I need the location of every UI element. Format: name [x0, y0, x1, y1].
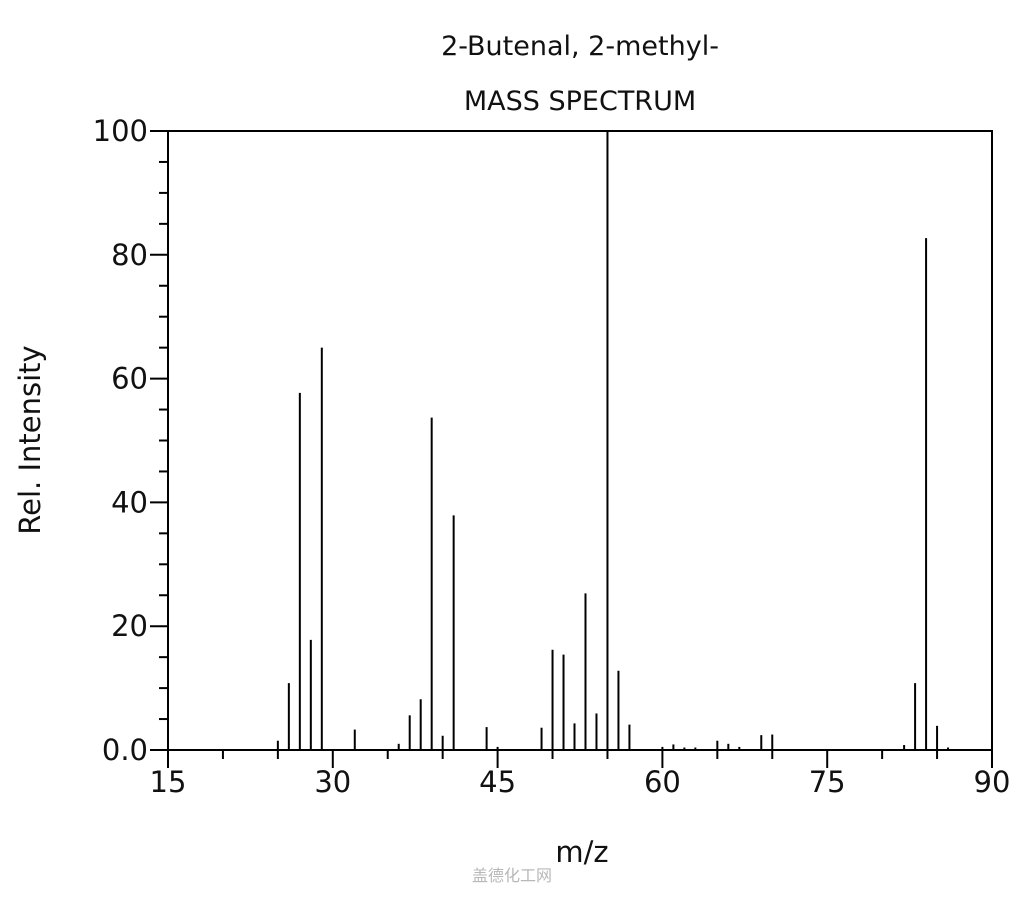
y-tick-label: 80 [111, 238, 148, 272]
y-axis-ticks: 0.0 20 40 60 80 100 [93, 114, 168, 767]
y-axis-title: Rel. Intensity [13, 345, 47, 534]
y-tick-label: 60 [111, 362, 148, 396]
x-tick-label: 30 [314, 765, 351, 799]
x-tick-label: 75 [809, 765, 846, 799]
y-tick-label: 20 [111, 609, 148, 643]
x-tick-label: 90 [974, 765, 1011, 799]
y-tick-label: 0.0 [102, 733, 148, 767]
y-tick-label: 40 [111, 485, 148, 519]
y-tick-label: 100 [93, 114, 148, 148]
peak-bars [276, 131, 950, 750]
x-tick-label: 15 [150, 765, 187, 799]
plot-area-frame [167, 130, 993, 751]
x-axis-title: m/z [555, 835, 608, 869]
x-tick-label: 45 [479, 765, 516, 799]
x-tick-label: 60 [644, 765, 681, 799]
chart-title: 2-Butenal, 2-methyl- [441, 31, 719, 62]
watermark-text: 盖德化工网 [471, 866, 552, 885]
x-axis-ticks: 15 30 45 60 75 90 [150, 750, 1011, 799]
chart-subtitle: MASS SPECTRUM [464, 86, 696, 117]
